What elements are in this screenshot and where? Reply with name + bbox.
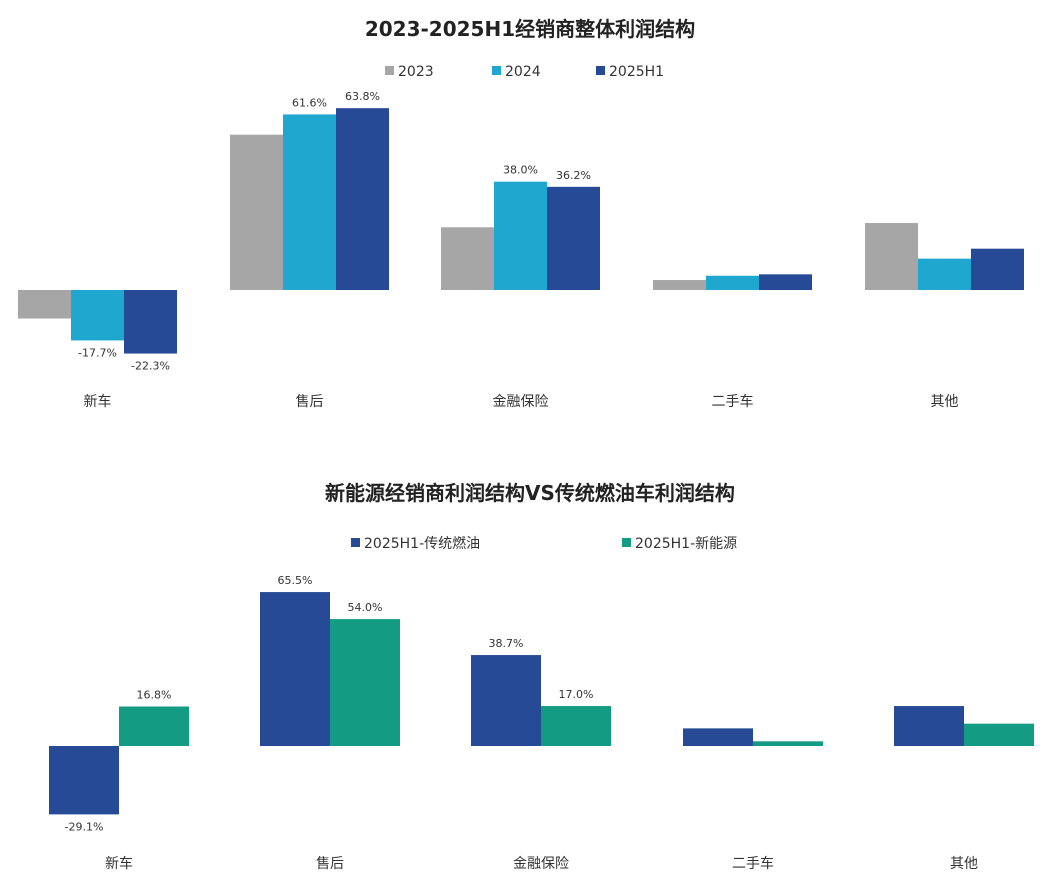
- data-label: 54.0%: [348, 601, 383, 614]
- legend-label: 2025H1-传统燃油: [364, 535, 480, 552]
- data-label: 16.8%: [137, 689, 172, 702]
- category-label: 其他: [931, 394, 959, 410]
- bar: [706, 275, 759, 290]
- data-label: -29.1%: [65, 820, 104, 833]
- bar: [759, 274, 812, 290]
- category-label: 售后: [296, 394, 324, 410]
- legend-label: 2024: [505, 64, 541, 80]
- bar: [336, 108, 389, 290]
- bar: [330, 619, 400, 746]
- data-label: 38.0%: [503, 164, 538, 177]
- chart-title: 2023-2025H1经销商整体利润结构: [365, 17, 695, 41]
- bar: [653, 280, 706, 290]
- legend-label: 2025H1-新能源: [635, 536, 737, 552]
- bar: [471, 655, 541, 746]
- category-label: 新车: [84, 393, 112, 410]
- bar: [971, 248, 1024, 290]
- legend-swatch: [596, 66, 605, 75]
- category-label: 售后: [316, 856, 344, 872]
- category-label: 二手车: [712, 393, 754, 410]
- bar: [547, 186, 600, 290]
- legend-label: 2023: [398, 64, 434, 80]
- bar: [119, 706, 189, 746]
- bar: [541, 706, 611, 746]
- legend: 2023 2024 2025H1: [385, 64, 664, 80]
- chart-2: 新能源经销商利润结构VS传统燃油车利润结构 2025H1-传统燃油 2025H1-新…: [49, 481, 1034, 872]
- bar: [49, 746, 119, 815]
- legend: 2025H1-传统燃油 2025H1-新能源: [351, 535, 737, 552]
- category-label: 新车: [105, 855, 133, 872]
- category-label: 金融保险: [513, 856, 569, 872]
- bar: [18, 290, 71, 319]
- data-label: -22.3%: [131, 360, 170, 373]
- chart-1: 2023-2025H1经销商整体利润结构 2023 2024 2025H1 -17.7%…: [18, 17, 1024, 410]
- category-label: 其他: [950, 856, 978, 872]
- data-label: -17.7%: [78, 346, 117, 359]
- data-label: 65.5%: [278, 574, 313, 587]
- legend-swatch: [492, 66, 501, 75]
- bar: [441, 227, 494, 290]
- bar: [918, 258, 971, 290]
- data-label: 61.6%: [292, 96, 327, 109]
- bar: [964, 723, 1034, 746]
- legend-swatch: [351, 538, 360, 547]
- bar: [71, 290, 124, 341]
- bar: [865, 223, 918, 290]
- legend-swatch: [622, 538, 631, 547]
- bar: [283, 114, 336, 290]
- chart-title: 新能源经销商利润结构VS传统燃油车利润结构: [325, 481, 735, 505]
- bar: [260, 592, 330, 746]
- category-label: 金融保险: [493, 394, 549, 410]
- legend-label: 2025H1: [609, 64, 664, 80]
- data-label: 36.2%: [556, 169, 591, 182]
- bar: [894, 706, 964, 746]
- bar: [683, 728, 753, 746]
- category-label: 二手车: [732, 855, 774, 872]
- data-label: 38.7%: [489, 637, 524, 650]
- bar: [124, 290, 177, 354]
- bar: [494, 181, 547, 290]
- data-label: 63.8%: [345, 90, 380, 103]
- bar: [230, 134, 283, 290]
- bar: [753, 741, 823, 746]
- legend-swatch: [385, 66, 394, 75]
- data-label: 17.0%: [559, 688, 594, 701]
